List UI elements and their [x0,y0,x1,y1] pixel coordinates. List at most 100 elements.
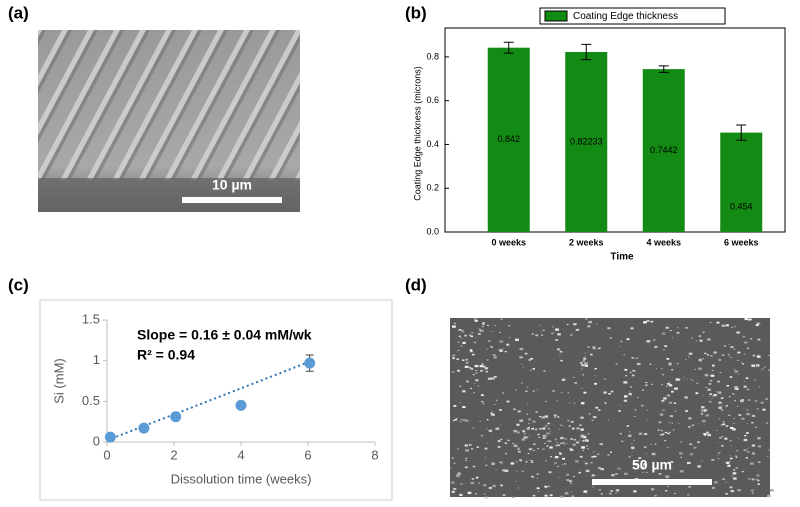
texture [492,484,497,488]
texture [576,427,580,430]
texture [502,348,504,350]
texture [750,338,753,340]
texture [641,471,644,473]
texture [573,323,577,326]
texture [523,433,526,435]
texture [637,397,639,398]
texture [470,481,475,485]
texture [690,378,692,380]
texture [748,318,751,321]
texture [490,345,492,347]
texture [718,401,722,404]
texture [469,334,472,336]
texture [732,428,736,431]
texture [668,362,672,364]
texture [572,376,575,378]
texture [674,410,677,412]
texture [570,438,573,440]
y-tick-label: 1.5 [82,311,100,326]
texture [573,438,577,441]
texture [736,331,740,334]
texture [643,321,647,324]
texture [516,470,518,472]
texture [567,392,570,394]
texture [701,460,703,462]
texture [733,469,736,471]
texture [671,337,673,339]
x-tick-label: 2 weeks [569,237,604,247]
trendline [106,361,309,442]
x-tick-label: 0 [103,447,110,462]
texture [578,471,581,474]
texture [528,435,530,437]
texture [761,368,764,370]
texture [473,427,475,429]
texture [709,379,713,382]
texture [659,413,664,416]
texture [700,409,704,411]
texture [561,464,564,466]
texture [482,402,485,405]
texture [453,405,457,407]
texture [585,469,590,473]
texture [450,467,452,469]
texture [483,484,487,487]
texture [610,490,613,492]
texture [757,445,762,448]
texture [546,432,550,435]
texture [757,483,761,485]
texture [452,356,454,358]
texture [499,340,504,343]
texture [491,413,495,416]
texture [538,436,541,438]
texture [487,324,489,326]
texture [632,448,634,450]
texture [744,434,747,437]
texture [671,369,674,371]
texture [652,466,655,468]
texture [519,459,522,461]
texture [670,461,674,464]
texture [596,453,600,456]
texture [746,409,748,410]
texture [558,477,560,478]
texture [584,362,588,365]
texture [721,435,724,437]
texture [486,428,488,430]
texture [737,351,740,354]
texture [526,386,529,388]
texture [650,443,652,445]
texture [689,443,693,446]
texture [734,370,739,373]
texture [471,478,475,480]
texture [727,354,730,356]
texture [691,424,695,426]
y-tick-label: 1 [93,352,100,367]
texture [607,419,609,421]
texture [615,473,619,475]
texture [475,476,479,479]
texture [768,449,771,451]
texture [477,385,479,387]
texture [580,368,583,370]
texture [481,400,484,403]
texture [574,382,578,384]
texture [757,354,759,356]
texture [671,390,674,393]
texture [531,333,534,335]
texture [643,462,647,465]
texture [702,331,705,334]
texture [703,410,706,412]
texture [710,355,713,357]
texture [544,415,549,418]
texture [722,478,726,481]
texture [485,456,487,458]
texture [479,369,483,372]
texture [464,466,468,469]
texture [493,356,497,359]
texture [519,419,524,422]
texture [459,385,462,387]
texture [668,401,673,404]
texture [703,423,705,425]
